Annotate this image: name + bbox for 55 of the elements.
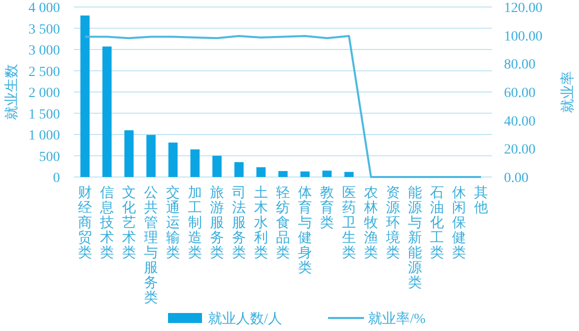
y2-tick-label: 120.00 xyxy=(504,1,542,16)
bar xyxy=(212,156,222,177)
y-tick-label: 2 000 xyxy=(28,86,60,101)
bar xyxy=(102,46,112,177)
legend-label: 就业人数/人 xyxy=(208,311,282,327)
x-tick-label: 农林牧渔类 xyxy=(363,185,378,261)
bar xyxy=(344,172,354,177)
x-tick-label: 交通运输类 xyxy=(166,185,180,261)
y2-tick-label: 40.00 xyxy=(504,114,536,130)
bar xyxy=(80,16,90,177)
legend-item: 就业率/% xyxy=(328,312,426,327)
y2-tick-label: 80.00 xyxy=(504,58,536,73)
x-tick-label: 加工制造类 xyxy=(188,185,202,261)
bar xyxy=(124,130,134,177)
x-tick-label: 司法服务类 xyxy=(232,186,246,261)
bar xyxy=(168,142,178,177)
x-tick-label: 休闲保健类 xyxy=(452,185,466,261)
x-tick-label: 信息技术类 xyxy=(99,185,114,261)
x-tick-label: 土木水利类 xyxy=(254,185,268,261)
y-tick-label: 3 000 xyxy=(28,44,60,58)
bar xyxy=(322,170,332,177)
bar xyxy=(234,162,244,177)
bar xyxy=(146,134,156,177)
x-tick-label: 体育与健身类 xyxy=(298,185,312,276)
line-series xyxy=(84,35,482,178)
bar xyxy=(300,171,310,177)
x-tick-label: 其他 xyxy=(474,185,488,216)
x-tick-label: 资源环境类 xyxy=(385,185,400,261)
x-tick-label: 财经商贸类 xyxy=(78,185,92,261)
x-tick-label: 公共管理与服务类 xyxy=(144,185,158,306)
y-tick-label: 2 500 xyxy=(28,64,60,80)
x-tick-label: 旅游服务类 xyxy=(210,185,224,261)
y-tick-label: 1 000 xyxy=(28,128,60,144)
x-tick-label: 文化艺术类 xyxy=(122,185,136,261)
y-tick-label: 4 000 xyxy=(28,1,60,16)
y2-tick-label: 20.00 xyxy=(504,142,536,158)
y-tick-label: 500 xyxy=(39,150,60,165)
y-tick-label: 1 500 xyxy=(28,107,60,122)
y-axis-title: 就业生数 xyxy=(4,64,20,120)
y-tick-label: 3 500 xyxy=(28,22,60,38)
y-tick-label: 0 xyxy=(53,171,60,186)
y2-tick-label: 0.00 xyxy=(504,171,528,186)
bar xyxy=(190,149,200,177)
x-tick-label: 轻纺食品类 xyxy=(276,185,290,261)
y2-tick-label: 60.00 xyxy=(504,86,536,101)
legend-label: 就业率/% xyxy=(368,311,426,327)
y2-axis-title: 就业率 xyxy=(560,71,576,113)
x-tick-label: 医药卫生类 xyxy=(342,186,356,261)
legend-item: 就业人数/人 xyxy=(168,312,282,327)
bar xyxy=(256,167,266,177)
bar xyxy=(278,171,288,177)
x-tick-label: 石油化工类 xyxy=(430,186,444,261)
x-tick-label: 能源与新能源类 xyxy=(408,185,422,291)
x-tick-label: 教育类 xyxy=(320,185,334,231)
y2-tick-label: 100.00 xyxy=(504,29,542,44)
